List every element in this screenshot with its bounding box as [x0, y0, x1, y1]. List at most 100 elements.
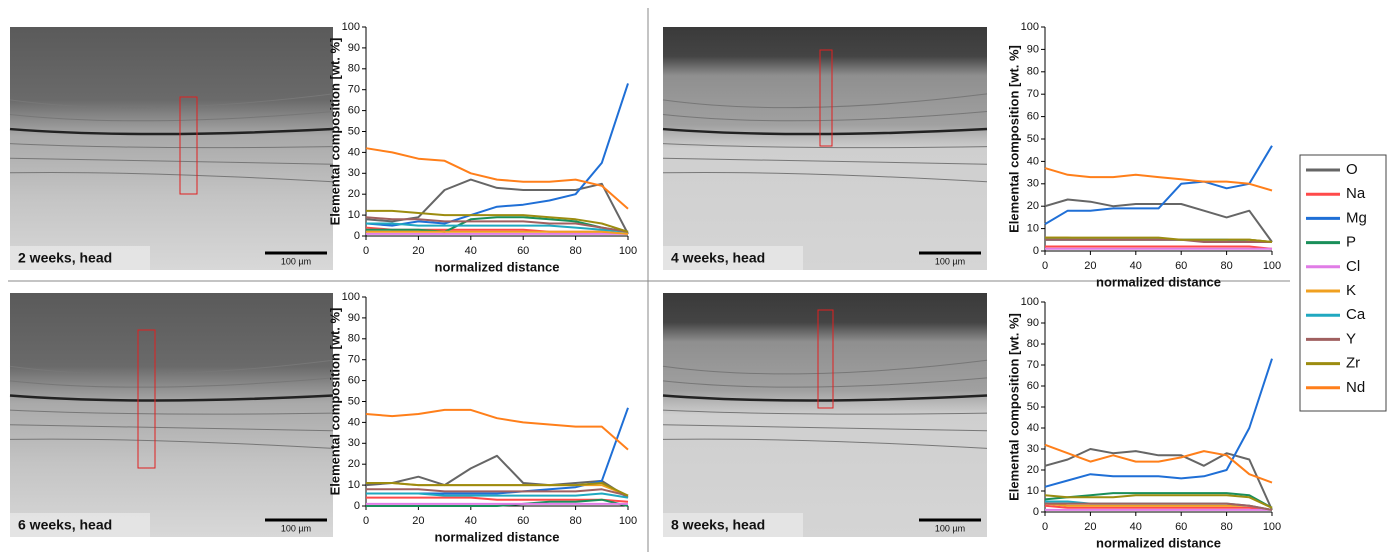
image-label: 8 weeks, head	[671, 517, 765, 533]
scale-label: 100 µm	[281, 256, 311, 266]
y-tick-label: 60	[348, 105, 360, 117]
data-line	[1045, 168, 1272, 190]
sem-image: 6 weeks, head 100 µm	[10, 293, 333, 537]
x-tick-label: 0	[363, 245, 369, 257]
y-axis-label: Elemental composition [wt. %]	[327, 308, 342, 496]
y-tick-label: 0	[354, 500, 360, 512]
x-tick-label: 60	[1175, 521, 1187, 533]
x-tick-label: 40	[465, 245, 477, 257]
y-tick-label: 90	[348, 312, 360, 324]
y-axis-label: Elemental composition [wt. %]	[327, 38, 342, 226]
y-tick-label: 50	[348, 125, 360, 137]
x-tick-label: 60	[517, 515, 529, 527]
y-axis-label: Elemental composition [wt. %]	[1006, 313, 1021, 501]
x-tick-label: 100	[619, 245, 637, 257]
image-background	[10, 27, 333, 270]
x-tick-label: 40	[465, 515, 477, 527]
x-tick-label: 60	[517, 245, 529, 257]
y-tick-label: 40	[348, 146, 360, 158]
x-tick-label: 80	[1220, 260, 1232, 272]
y-tick-label: 20	[348, 458, 360, 470]
y-tick-label: 10	[348, 209, 360, 221]
y-tick-label: 70	[1027, 88, 1039, 100]
data-line	[1045, 359, 1272, 487]
y-tick-label: 40	[1027, 422, 1039, 434]
y-tick-label: 70	[348, 84, 360, 96]
y-tick-label: 20	[348, 188, 360, 200]
y-tick-label: 90	[1027, 317, 1039, 329]
image-background	[10, 293, 333, 537]
y-tick-label: 50	[348, 395, 360, 407]
y-tick-label: 40	[348, 416, 360, 428]
x-tick-label: 20	[412, 515, 424, 527]
data-line	[1045, 146, 1272, 224]
y-tick-label: 10	[1027, 485, 1039, 497]
legend-label: Na	[1346, 185, 1366, 202]
x-axis-label: normalized distance	[435, 259, 560, 274]
y-tick-label: 10	[1027, 223, 1039, 235]
legend-label: Cl	[1346, 258, 1360, 275]
figure: 2 weeks, head 100 µm 0 10 20 30 40 50 60 70 80 90 10…	[0, 0, 1394, 556]
y-axis-label: Elemental composition [wt. %]	[1006, 45, 1021, 233]
scale-label: 100 µm	[935, 523, 965, 533]
x-tick-label: 20	[1084, 521, 1096, 533]
sem-image: 2 weeks, head 100 µm	[10, 27, 333, 270]
image-label: 6 weeks, head	[18, 517, 112, 533]
legend-label: Mg	[1346, 209, 1367, 226]
legend-label: Zr	[1346, 355, 1360, 372]
x-tick-label: 60	[1175, 260, 1187, 272]
y-tick-label: 100	[1021, 21, 1039, 33]
y-tick-label: 80	[348, 333, 360, 345]
legend-label: Y	[1346, 330, 1356, 347]
scale-label: 100 µm	[281, 523, 311, 533]
y-tick-label: 60	[1027, 111, 1039, 123]
x-tick-label: 0	[363, 515, 369, 527]
y-tick-label: 90	[348, 42, 360, 54]
image-background	[663, 27, 987, 270]
y-tick-label: 100	[342, 21, 360, 33]
legend-label: O	[1346, 161, 1358, 178]
legend-label: Ca	[1346, 306, 1366, 323]
x-tick-label: 20	[412, 245, 424, 257]
x-axis-label: normalized distance	[1096, 274, 1221, 289]
y-tick-label: 100	[342, 291, 360, 303]
y-tick-label: 30	[348, 437, 360, 449]
image-label: 4 weeks, head	[671, 250, 765, 266]
y-tick-label: 50	[1027, 401, 1039, 413]
y-tick-label: 80	[1027, 66, 1039, 78]
y-tick-label: 20	[1027, 464, 1039, 476]
x-tick-label: 80	[569, 515, 581, 527]
sem-image: 8 weeks, head 100 µm	[663, 293, 987, 537]
y-tick-label: 0	[1033, 506, 1039, 518]
y-tick-label: 80	[348, 63, 360, 75]
y-tick-label: 60	[348, 375, 360, 387]
image-label: 2 weeks, head	[18, 250, 112, 266]
y-tick-label: 30	[1027, 443, 1039, 455]
y-tick-label: 30	[348, 167, 360, 179]
x-axis-label: normalized distance	[435, 529, 560, 544]
x-tick-label: 100	[1263, 521, 1281, 533]
x-tick-label: 0	[1042, 521, 1048, 533]
data-line	[1045, 200, 1272, 243]
data-line	[366, 410, 628, 450]
y-tick-label: 0	[1033, 245, 1039, 257]
y-tick-label: 50	[1027, 133, 1039, 145]
x-tick-label: 40	[1130, 521, 1142, 533]
x-tick-label: 100	[1263, 260, 1281, 272]
y-tick-label: 60	[1027, 380, 1039, 392]
y-tick-label: 0	[354, 230, 360, 242]
x-axis-label: normalized distance	[1096, 535, 1221, 550]
x-tick-label: 0	[1042, 260, 1048, 272]
y-tick-label: 30	[1027, 178, 1039, 190]
x-tick-label: 100	[619, 515, 637, 527]
legend-label: K	[1346, 282, 1356, 299]
x-tick-label: 20	[1084, 260, 1096, 272]
y-tick-label: 20	[1027, 200, 1039, 212]
image-background	[663, 293, 987, 537]
y-tick-label: 100	[1021, 296, 1039, 308]
x-tick-label: 80	[569, 245, 581, 257]
y-tick-label: 70	[348, 354, 360, 366]
y-tick-label: 70	[1027, 359, 1039, 371]
y-tick-label: 40	[1027, 155, 1039, 167]
